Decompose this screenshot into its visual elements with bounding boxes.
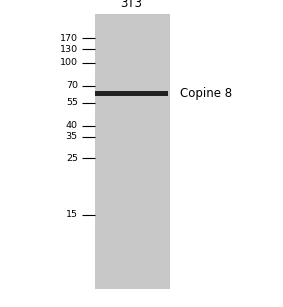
Text: 25: 25 <box>66 154 78 163</box>
Text: 170: 170 <box>60 34 78 43</box>
Text: 35: 35 <box>66 132 78 141</box>
Text: 40: 40 <box>66 121 78 130</box>
Text: Copine 8: Copine 8 <box>180 87 232 100</box>
Text: 130: 130 <box>60 45 78 54</box>
Text: 70: 70 <box>66 81 78 91</box>
Bar <box>95 14 170 289</box>
Text: 55: 55 <box>66 98 78 107</box>
Text: 3T3: 3T3 <box>121 0 143 10</box>
Text: 100: 100 <box>60 58 78 68</box>
Bar <box>95 91 168 96</box>
Text: 15: 15 <box>66 210 78 220</box>
